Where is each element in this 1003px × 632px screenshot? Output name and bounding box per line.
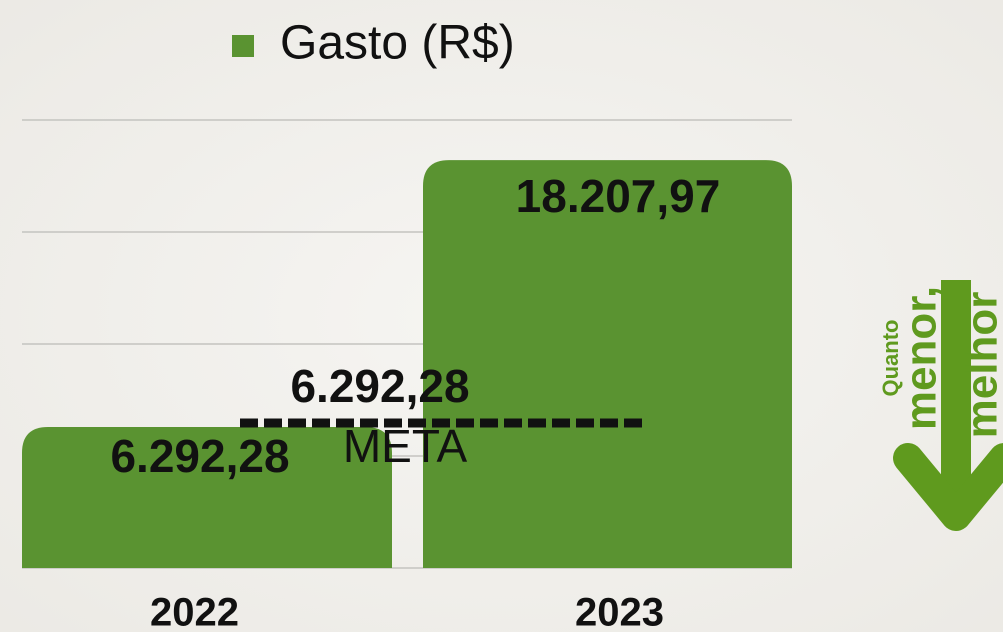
arrow-head bbox=[893, 443, 1003, 531]
side-note: Quanto bbox=[878, 320, 903, 397]
legend-label: Gasto (R$) bbox=[280, 17, 515, 70]
data-label: 18.207,97 bbox=[516, 170, 721, 222]
side-note: melhor bbox=[958, 292, 1003, 439]
target-value-label: 6.292,28 bbox=[290, 360, 469, 412]
bar bbox=[423, 160, 792, 568]
arrow-shaft bbox=[941, 280, 971, 510]
bars bbox=[22, 160, 792, 568]
x-tick-label: 2022 bbox=[150, 591, 239, 632]
data-label: 6.292,28 bbox=[110, 430, 289, 482]
bar bbox=[22, 427, 392, 568]
side-note: menor, bbox=[897, 286, 946, 430]
x-tick-label: 2023 bbox=[575, 591, 664, 632]
legend-swatch bbox=[232, 35, 254, 57]
target-label: META bbox=[343, 420, 468, 472]
labels: Gasto (R$) 2022 6.292,28 2023 18.207,97 6.292… bbox=[110, 17, 1003, 632]
